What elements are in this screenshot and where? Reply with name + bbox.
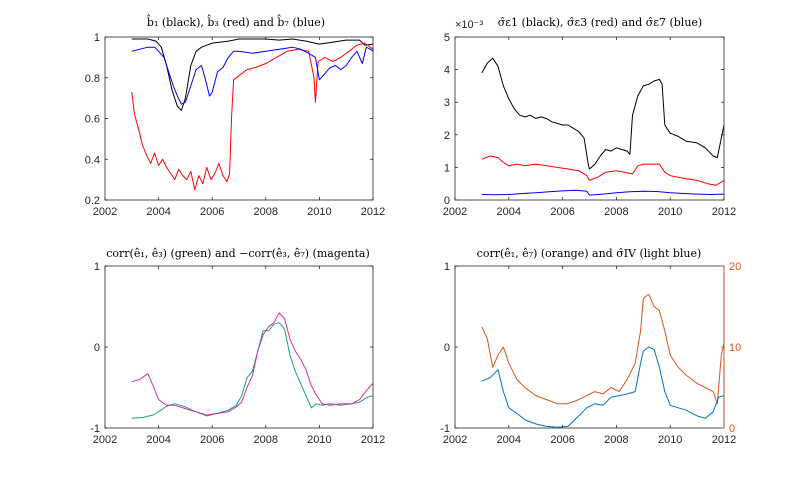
y-tick-label: -1	[440, 423, 450, 435]
x-tick-label: 2010	[658, 434, 682, 446]
x-tick-label: 2012	[361, 434, 385, 446]
panel-correlations-e1e3-e3e7: corr(ê₁, ê₃) (green) and −corr(ê₃, ê₇) (…	[90, 247, 385, 446]
series-line-2	[481, 346, 725, 428]
x-tick-label: 2006	[200, 434, 224, 446]
x-tick-label: 2010	[307, 434, 331, 446]
y-right-tick-label: 0	[729, 423, 735, 435]
x-tick-label: 2008	[254, 206, 278, 218]
y-tick-label: 4	[444, 65, 450, 77]
axes-box	[454, 36, 725, 201]
panel-correlation-e1e7-sigma-iv: corr(ê₁, ê₇) (orange) and σ̂IV (light bl…	[440, 247, 741, 446]
y-tick-label: 0.8	[85, 73, 100, 85]
y-right-tick-label: 10	[729, 342, 741, 354]
x-tick-label: 2004	[497, 206, 521, 218]
panel-b-coefficients: b̂₁ (black), b̂₃ (red) and b̂₇ (blue) 20…	[85, 15, 386, 218]
x-tick-label: 2006	[200, 206, 224, 218]
x-tick-label: 2006	[550, 206, 574, 218]
x-tick-label: 2012	[361, 206, 385, 218]
y-tick-label: 0.6	[85, 114, 100, 126]
y-tick-label: 0.4	[85, 154, 100, 166]
y-tick-label: 1	[444, 162, 450, 174]
series-line-1	[131, 38, 374, 111]
x-tick-label: 2008	[254, 434, 278, 446]
plot-area: 2002 2004 2006 2008 2010 2012 0.2 0.4 0.6 0.8 1	[85, 32, 386, 218]
axis-multiplier: ×10⁻³	[455, 19, 483, 31]
y-tick-label: 1	[94, 261, 100, 273]
panel-title: σ̂ε1 (black), σ̂ε3 (red) and σ̂ε7 (blue)	[498, 16, 702, 29]
series-line-1	[481, 57, 725, 170]
x-tick-label: 2010	[658, 206, 682, 218]
x-tick-label: 2002	[443, 206, 467, 218]
x-tick-label: 2002	[443, 434, 467, 446]
panel-title: corr(ê₁, ê₃) (green) and −corr(ê₃, ê₇) (…	[106, 247, 370, 260]
panel-title: corr(ê₁, ê₇) (orange) and σ̂IV (light bl…	[477, 247, 702, 260]
axes-box	[454, 265, 725, 429]
x-tick-label: 2008	[604, 434, 628, 446]
y-tick-label: -1	[90, 423, 100, 435]
y-tick-label: 0.2	[85, 195, 100, 207]
plot-area: 2002 2004 2006 2008 2010 2012 -1 0 1	[90, 261, 385, 446]
series-line-1	[481, 293, 725, 405]
y-tick-label: 0	[444, 195, 450, 207]
series-line-2	[131, 312, 374, 416]
x-tick-label: 2006	[550, 434, 574, 446]
panel-title: b̂₁ (black), b̂₃ (red) and b̂₇ (blue)	[146, 15, 325, 29]
series-line-2	[131, 42, 374, 191]
y-tick-label: 5	[444, 32, 450, 44]
x-tick-label: 2002	[93, 434, 117, 446]
y-tick-label: 1	[444, 261, 450, 273]
y-tick-label: 2	[444, 130, 450, 142]
x-tick-label: 2010	[307, 206, 331, 218]
series-line-3	[481, 189, 725, 196]
y-tick-label: 0	[94, 342, 100, 354]
y-tick-label: 0	[444, 342, 450, 354]
series-line-3	[131, 46, 374, 105]
panel-sigma-epsilon: ×10⁻³ σ̂ε1 (black), σ̂ε3 (red) and σ̂ε7 …	[443, 16, 736, 218]
x-tick-label: 2004	[497, 434, 521, 446]
series-line-2	[481, 155, 725, 186]
x-tick-label: 2004	[146, 206, 170, 218]
x-tick-label: 2004	[146, 434, 170, 446]
x-tick-label: 2008	[604, 206, 628, 218]
y-tick-label: 3	[444, 97, 450, 109]
x-tick-label: 2012	[712, 206, 736, 218]
y-right-tick-label: 20	[729, 261, 741, 273]
y-tick-label: 1	[94, 32, 100, 44]
x-tick-label: 2002	[93, 206, 117, 218]
x-tick-label: 2012	[712, 434, 736, 446]
